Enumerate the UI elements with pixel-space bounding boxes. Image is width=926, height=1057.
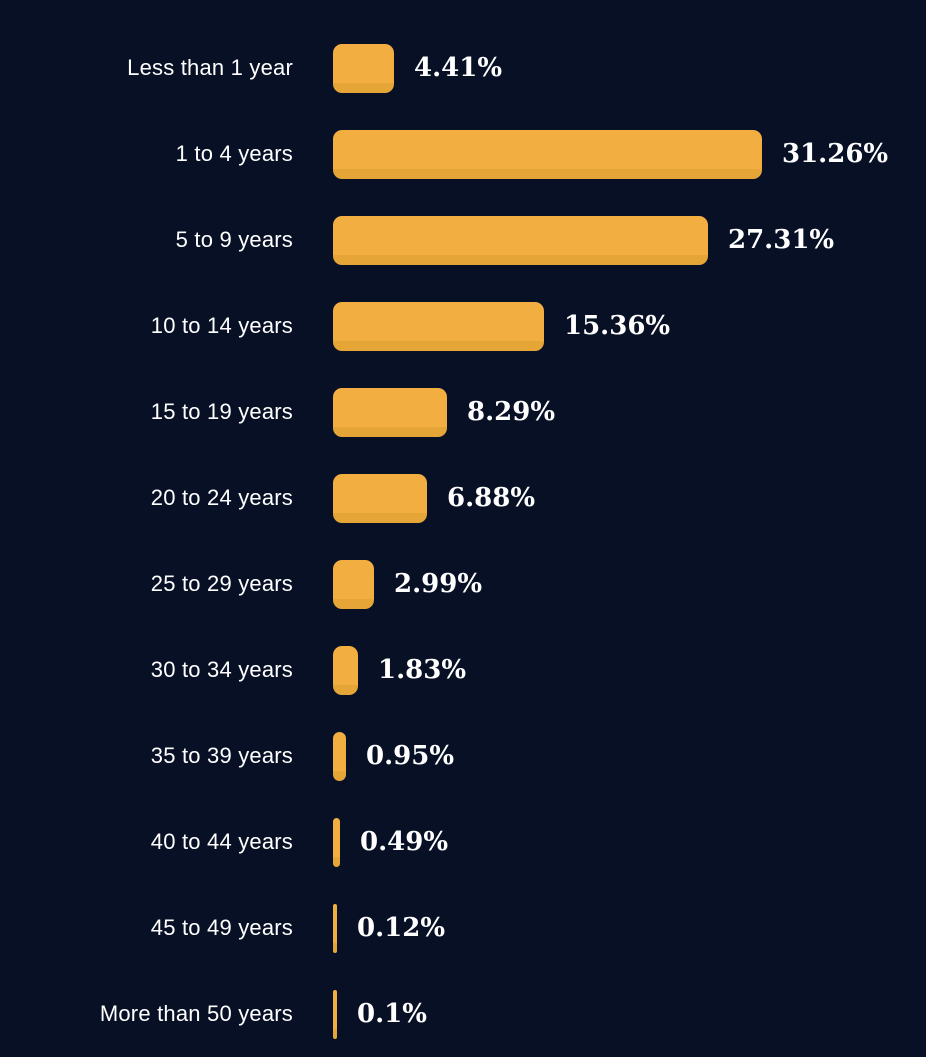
- bar-row: 35 to 39 years 0.95%: [0, 713, 926, 799]
- bar: [333, 731, 346, 781]
- value-label: 15.36%: [564, 311, 671, 341]
- bar-row: More than 50 years 0.1%: [0, 971, 926, 1057]
- bar-row: Less than 1 year 4.41%: [0, 25, 926, 111]
- category-label: Less than 1 year: [127, 55, 293, 80]
- bar-row: 45 to 49 years 0.12%: [0, 885, 926, 971]
- bar: [333, 559, 374, 609]
- category-label: More than 50 years: [99, 1001, 293, 1026]
- bar: [333, 903, 337, 953]
- bar: [333, 645, 358, 695]
- bar-row: 20 to 24 years 6.88%: [0, 455, 926, 541]
- bar: [333, 387, 447, 437]
- value-label: 2.99%: [394, 569, 483, 599]
- value-label: 27.31%: [728, 225, 835, 255]
- bar-row: 5 to 9 years 27.31%: [0, 197, 926, 283]
- category-label: 30 to 34 years: [150, 657, 293, 682]
- bar-row: 40 to 44 years 0.49%: [0, 799, 926, 885]
- value-label: 0.12%: [357, 913, 446, 943]
- bar-row: 10 to 14 years 15.36%: [0, 283, 926, 369]
- bar: [333, 129, 762, 179]
- value-label: 6.88%: [447, 483, 536, 513]
- bar: [333, 43, 394, 93]
- value-label: 31.26%: [782, 139, 889, 169]
- category-label: 40 to 44 years: [150, 829, 293, 854]
- category-label: 5 to 9 years: [175, 227, 293, 252]
- category-label: 1 to 4 years: [175, 141, 293, 166]
- bar: [333, 817, 340, 867]
- bar: [333, 215, 708, 265]
- bar: [333, 301, 544, 351]
- bar: [333, 473, 427, 523]
- value-label: 0.1%: [357, 999, 427, 1029]
- category-label: 25 to 29 years: [150, 571, 293, 596]
- value-label: 8.29%: [467, 397, 556, 427]
- bar-row: 15 to 19 years 8.29%: [0, 369, 926, 455]
- value-label: 0.49%: [360, 827, 449, 857]
- bar: [333, 989, 337, 1039]
- category-label: 35 to 39 years: [150, 743, 293, 768]
- category-label: 45 to 49 years: [150, 915, 293, 940]
- value-label: 4.41%: [414, 53, 503, 83]
- bar-row: 25 to 29 years 2.99%: [0, 541, 926, 627]
- category-label: 10 to 14 years: [150, 313, 293, 338]
- value-label: 0.95%: [366, 741, 455, 771]
- value-label: 1.83%: [378, 655, 467, 685]
- bar-row: 1 to 4 years 31.26%: [0, 111, 926, 197]
- category-label: 15 to 19 years: [150, 399, 293, 424]
- category-label: 20 to 24 years: [150, 485, 293, 510]
- bar-row: 30 to 34 years 1.83%: [0, 627, 926, 713]
